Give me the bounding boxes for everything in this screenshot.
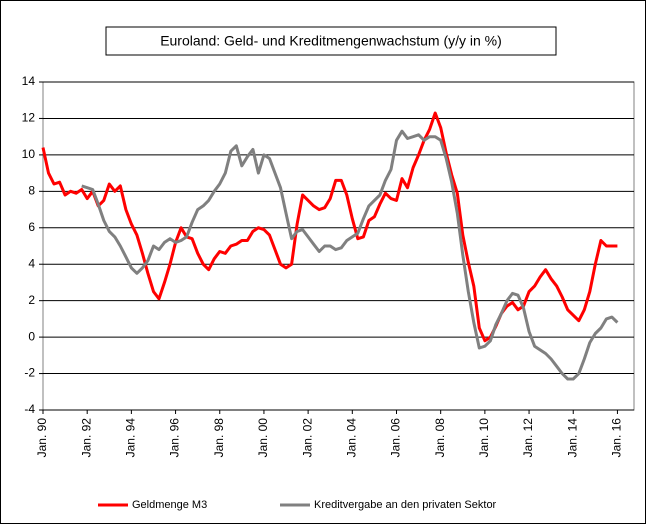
x-tick-label: Jan. 96	[168, 418, 182, 458]
x-tick-label: Jan. 90	[35, 418, 49, 458]
y-tick-label: 0	[28, 329, 35, 343]
line-series	[81, 129, 619, 381]
legend-label: Geldmenge M3	[132, 499, 207, 511]
title-box	[105, 26, 557, 56]
x-tick-label: Jan. 92	[79, 418, 93, 458]
y-tick-label: 8	[28, 184, 35, 198]
x-tick-label: Jan. 00	[256, 418, 270, 458]
y-tick-label: 6	[28, 220, 35, 234]
y-tick-label: -4	[24, 402, 35, 416]
x-tick-label: Jan. 94	[124, 418, 138, 458]
x-tick-label: Jan. 08	[433, 418, 447, 458]
x-tick-label: Jan. 14	[565, 418, 579, 458]
x-tick-label: Jan. 06	[389, 418, 403, 458]
y-tick-label: 14	[22, 74, 36, 88]
y-tick-label: 4	[28, 256, 35, 270]
y-tick-label: 10	[22, 147, 36, 161]
x-tick-label: Jan. 98	[212, 418, 226, 458]
x-tick-label: Jan. 16	[610, 418, 624, 458]
y-tick-label: 2	[28, 293, 35, 307]
x-tick-label: Jan. 12	[521, 418, 535, 458]
y-tick-label: 12	[22, 111, 36, 125]
chart-title: Euroland: Geld- und Kreditmengenwachstum…	[160, 33, 502, 49]
x-tick-label: Jan. 10	[477, 418, 491, 458]
x-tick-label: Jan. 02	[300, 418, 314, 458]
legend-label: Kreditvergabe an den privaten Sektor	[314, 499, 497, 511]
x-tick-label: Jan. 04	[344, 418, 358, 458]
y-tick-label: -2	[24, 366, 35, 380]
